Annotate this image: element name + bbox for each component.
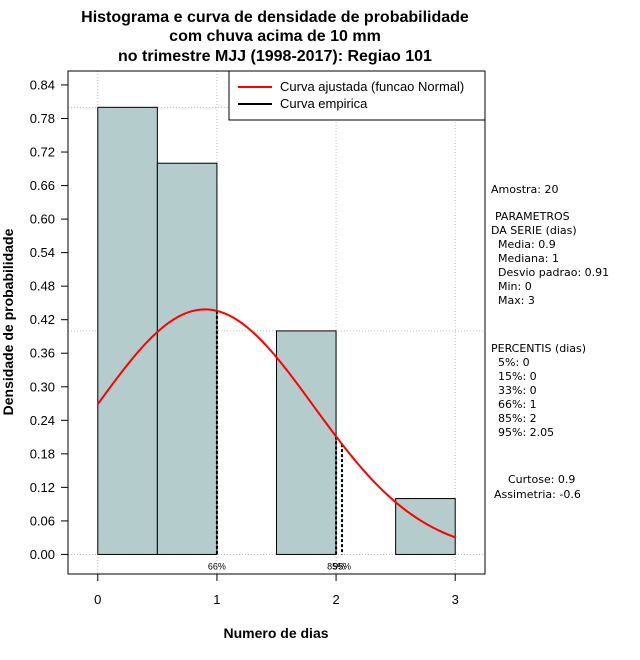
pct-66: 66%: 1: [491, 398, 537, 411]
pct-5: 5%: 0: [491, 356, 530, 369]
histogram-bars: [97, 106, 456, 555]
legend-empirical-label: Curva empirica: [280, 96, 368, 111]
y-tick-label-13: 0.78: [30, 111, 55, 126]
kurtosis: Curtose: 0.9: [508, 473, 576, 486]
title-line-3: no trimestre MJJ (1998-2017): Regiao 101: [118, 48, 432, 65]
pct-15: 15%: 0: [491, 370, 537, 383]
y-tick-label-0: 0.00: [30, 547, 55, 562]
legend: Curva ajustada (funcao Normal) Curva emp…: [228, 70, 486, 121]
title-line-2: com chuva acima de 10 mm: [169, 28, 381, 45]
histogram-bar-3: [395, 498, 456, 555]
param-max: Max: 3: [491, 294, 535, 307]
y-tick-label-9: 0.54: [30, 245, 55, 260]
y-tick-label-6: 0.36: [30, 346, 55, 361]
y-tick-label-1: 0.06: [30, 513, 55, 528]
x-axis: 0 1 2 3: [94, 573, 459, 607]
y-tick-label-11: 0.66: [30, 178, 55, 193]
y-tick-label-10: 0.60: [30, 212, 55, 227]
legend-fit-label: Curva ajustada (funcao Normal): [280, 79, 464, 94]
param-median: Mediana: 1: [491, 252, 559, 265]
legend-box: [228, 70, 486, 121]
y-tick-label-4: 0.24: [30, 413, 55, 428]
x-tick-label-1: 1: [213, 592, 220, 607]
y-tick-label-3: 0.18: [30, 446, 55, 461]
y-axis: 0.00 0.06 0.12 0.18 0.24 0.30 0.36 0.42 0.48 0.54…: [30, 77, 69, 562]
percentile-lines: 66% 85%95%: [208, 310, 351, 571]
y-axis-label: Densidade de probabilidade: [0, 228, 16, 415]
sample-size: Amostra: 20: [491, 183, 559, 196]
x-tick-label-3: 3: [452, 592, 459, 607]
histogram-bar-1: [156, 162, 218, 555]
pct-95: 95%: 2.05: [491, 426, 555, 439]
param-heading-2: DA SERIE (dias): [491, 224, 577, 237]
histogram-bar-2: [276, 330, 337, 555]
title-line-1: Histograma e curva de densidade de proba…: [81, 9, 469, 26]
y-tick-label-2: 0.12: [30, 480, 55, 495]
x-tick-label-2: 2: [332, 592, 339, 607]
percentile-label-66%: 66%: [208, 561, 226, 571]
skewness: Assimetria: -0.6: [494, 488, 581, 501]
x-tick-label-0: 0: [94, 592, 101, 607]
percentiles-list: PERCENTIS (dias) 5%: 0 15%: 0 33%: 0 66%…: [491, 342, 586, 440]
y-tick-label-14: 0.84: [30, 77, 55, 92]
x-axis-label: Numero de dias: [223, 625, 328, 641]
param-mean: Media: 0.9: [491, 238, 556, 251]
y-tick-label-5: 0.30: [30, 379, 55, 394]
param-min: Min: 0: [491, 280, 532, 293]
histogram-bar-0: [97, 106, 158, 555]
chart-title: Histograma e curva de densidade de proba…: [81, 9, 469, 65]
pct-33: 33%: 0: [491, 384, 537, 397]
percentile-label-85%: 85%: [327, 561, 345, 571]
pct-85: 85%: 2: [491, 412, 537, 425]
param-heading-1: PARAMETROS: [495, 210, 570, 223]
y-tick-label-12: 0.72: [30, 145, 55, 160]
y-tick-label-7: 0.42: [30, 312, 55, 327]
pct-heading: PERCENTIS (dias): [491, 342, 587, 355]
param-stddev: Desvio padrao: 0.91: [491, 266, 610, 279]
series-parameters: PARAMETROS DA SERIE (dias) Media: 0.9 Me…: [491, 210, 609, 308]
y-tick-label-8: 0.48: [30, 279, 55, 294]
fit-curve: [96, 308, 456, 539]
percentile-label-95%: 95%: [333, 561, 351, 571]
